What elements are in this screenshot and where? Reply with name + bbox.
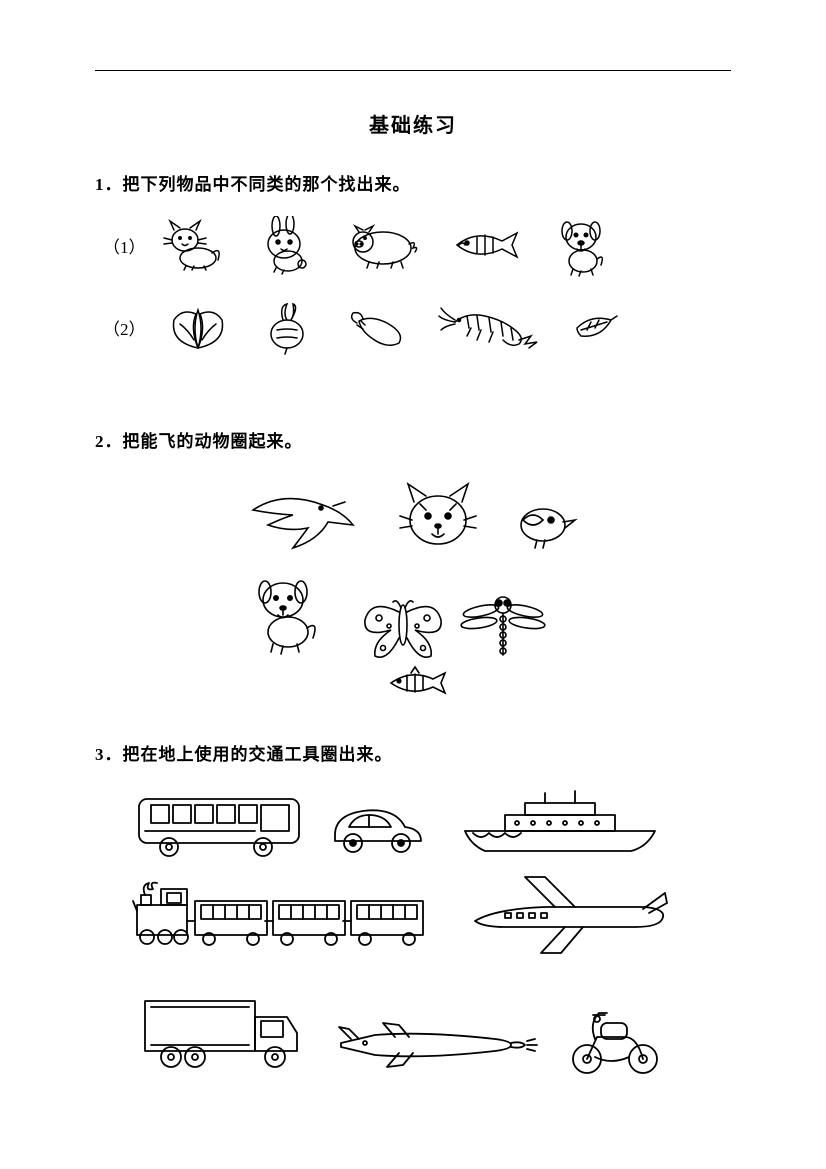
truck-icon <box>145 1001 297 1067</box>
q1-row-1: （1） <box>95 213 731 278</box>
q1-sub2-label: （2） <box>103 315 146 340</box>
cat-head-icon <box>400 484 476 544</box>
q1-prompt: 把下列物品中不同类的那个找出来。 <box>123 175 411 194</box>
q1-row1-images <box>160 213 616 278</box>
pig-icon <box>343 218 423 273</box>
page-title: 基础练习 <box>95 109 731 138</box>
swallow-icon <box>253 499 353 548</box>
dog-icon <box>551 213 616 278</box>
q1-row-2: （2） <box>95 300 731 355</box>
scooter-icon <box>573 1013 657 1073</box>
q1-number: 1． <box>95 175 123 194</box>
q3-text: 3．把在地上使用的交通工具圈出来。 <box>95 740 731 765</box>
bus-icon <box>139 799 299 856</box>
q2-prompt: 把能飞的动物圈起来。 <box>123 432 303 451</box>
fish-icon <box>447 223 527 268</box>
car-icon <box>335 810 421 852</box>
bird-icon <box>521 509 575 548</box>
cabbage-icon <box>160 300 235 355</box>
q2-number: 2． <box>95 432 123 451</box>
top-divider <box>95 70 731 71</box>
eggplant-icon <box>343 305 413 350</box>
rabbit-icon <box>254 216 319 276</box>
question-3: 3．把在地上使用的交通工具圈出来。 <box>95 740 731 1103</box>
q2-text: 2．把能飞的动物圈起来。 <box>95 427 731 452</box>
airplane-icon <box>475 877 667 953</box>
leaf-icon <box>571 310 621 345</box>
question-1: 1．把下列物品中不同类的那个找出来。 （1） <box>95 170 731 355</box>
worksheet-page: 基础练习 1．把下列物品中不同类的那个找出来。 （1） <box>0 0 826 1163</box>
q1-sub1-label: （1） <box>103 233 146 258</box>
dragonfly-icon <box>460 597 545 655</box>
fish-icon <box>391 667 445 693</box>
q1-text: 1．把下列物品中不同类的那个找出来。 <box>95 170 731 195</box>
radish-icon <box>259 300 319 355</box>
q1-row2-images <box>160 300 621 355</box>
train-icon <box>133 883 423 945</box>
q2-scene <box>233 470 593 700</box>
q3-prompt: 把在地上使用的交通工具圈出来。 <box>123 745 393 764</box>
cat-icon <box>160 218 230 273</box>
question-2: 2．把能飞的动物圈起来。 <box>95 427 731 700</box>
butterfly-icon <box>365 601 441 657</box>
shrimp-icon <box>437 300 547 355</box>
ship-icon <box>465 791 655 851</box>
q2-images <box>233 470 593 700</box>
q3-scene <box>125 783 685 1103</box>
q3-number: 3． <box>95 745 123 764</box>
jet-icon <box>339 1023 537 1067</box>
dog-icon <box>259 581 315 654</box>
q3-images <box>125 783 731 1103</box>
